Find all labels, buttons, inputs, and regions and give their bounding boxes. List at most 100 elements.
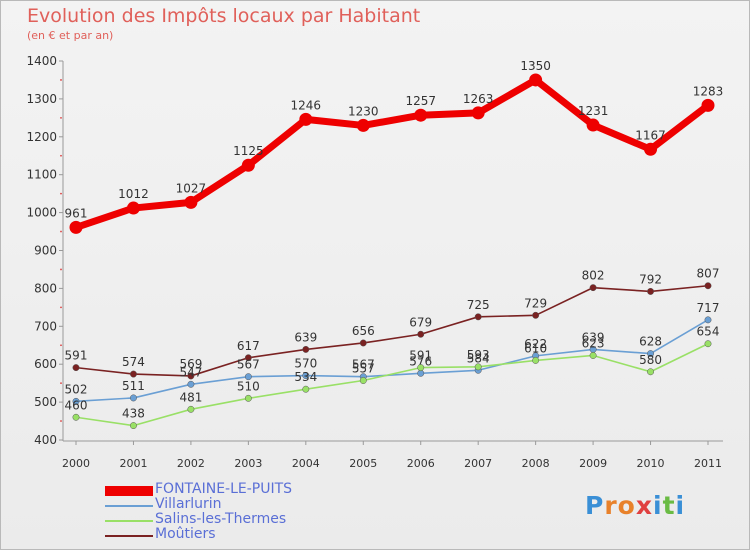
data-label: 610 (524, 341, 547, 355)
data-point (589, 352, 597, 359)
data-label: 593 (467, 348, 490, 362)
y-minor-tick (60, 230, 62, 233)
data-point (471, 106, 485, 120)
data-point (589, 284, 597, 292)
y-tick-label: 700 (34, 319, 57, 333)
data-point (704, 340, 712, 348)
data-label: 654 (697, 325, 720, 339)
data-label: 580 (639, 353, 662, 367)
logo-letter: P (585, 491, 605, 520)
data-label: 1231 (578, 104, 609, 118)
data-point (184, 195, 198, 209)
logo-letter: r (604, 491, 618, 520)
y-minor-tick (60, 154, 62, 157)
data-point (647, 287, 654, 295)
x-tick-label: 2008 (522, 457, 550, 470)
data-point (704, 282, 712, 290)
data-point (474, 313, 482, 321)
data-point (244, 373, 252, 381)
data-point (244, 394, 252, 402)
data-label: 1012 (118, 187, 149, 201)
data-label: 725 (467, 298, 490, 312)
chart-title: Evolution des Impôts locaux par Habitant (27, 5, 421, 27)
y-tick-label: 500 (34, 395, 57, 409)
x-tick-label: 2000 (62, 457, 90, 470)
y-tick-label: 600 (34, 357, 57, 371)
data-point (644, 142, 658, 156)
data-label: 679 (409, 315, 432, 329)
data-label: 622 (524, 337, 547, 351)
chart-subtitle: (en € et par an) (27, 29, 114, 42)
legend-label: FONTAINE-LE-PUITS (155, 481, 293, 497)
y-minor-tick (60, 382, 62, 385)
legend-label: Salins-les-Thermes (155, 511, 287, 527)
data-point (359, 377, 367, 384)
data-point (187, 405, 195, 413)
data-label: 807 (697, 267, 720, 281)
legend-label: Moûtiers (155, 526, 216, 542)
data-point (417, 364, 425, 372)
x-tick-label: 2005 (349, 457, 377, 470)
logo-letter: i (675, 491, 686, 520)
series-line (75, 319, 709, 403)
series-line (72, 76, 712, 231)
data-point (532, 356, 540, 364)
data-point (302, 345, 310, 353)
data-point (69, 220, 83, 234)
data-label: 1027 (176, 181, 207, 195)
data-label: 639 (294, 330, 317, 344)
logo-letter: i (653, 491, 663, 520)
data-label: 1263 (463, 92, 494, 106)
y-tick-label: 1300 (26, 92, 57, 106)
y-minor-tick (60, 306, 62, 309)
data-point (302, 385, 310, 393)
data-point (72, 413, 80, 421)
y-minor-tick (60, 79, 62, 81)
data-label: 1125 (233, 144, 264, 158)
data-point (474, 363, 482, 371)
data-label: 502 (65, 382, 88, 396)
data-point (414, 108, 428, 122)
data-label: 569 (179, 357, 202, 371)
y-tick-label: 1200 (26, 130, 57, 144)
data-point (529, 73, 543, 87)
data-point (244, 354, 252, 362)
data-point (130, 422, 137, 430)
data-point (72, 397, 80, 405)
data-label: 802 (582, 269, 605, 283)
data-label: 1283 (693, 84, 724, 98)
data-label: 438 (122, 407, 145, 421)
data-point (532, 311, 540, 319)
legend-swatch (105, 486, 153, 496)
data-point (586, 118, 600, 132)
data-label: 574 (122, 355, 145, 369)
data-label: 1350 (520, 59, 551, 73)
data-point (302, 372, 310, 380)
y-minor-tick (60, 192, 62, 195)
data-label: 1257 (405, 94, 436, 108)
data-point (299, 112, 313, 126)
logo-letter: o (617, 491, 636, 520)
data-point (704, 316, 712, 324)
x-tick-label: 2004 (292, 457, 320, 470)
data-label: 792 (639, 272, 662, 286)
data-point (356, 118, 370, 132)
data-label: 557 (352, 361, 375, 375)
data-label: 584 (467, 351, 490, 365)
data-label: 623 (582, 336, 605, 350)
data-label: 591 (65, 349, 88, 363)
y-minor-tick (60, 116, 62, 119)
series-line (75, 342, 709, 427)
data-label: 1167 (635, 128, 666, 142)
legend-swatch (105, 535, 153, 537)
series-line (75, 284, 709, 377)
data-point (130, 394, 137, 402)
data-label: 534 (294, 370, 317, 384)
data-label: 717 (697, 301, 720, 315)
data-point (647, 350, 654, 358)
data-point (701, 98, 715, 112)
data-label: 656 (352, 324, 375, 338)
data-point (130, 370, 137, 378)
logo-letter: t (662, 491, 676, 520)
